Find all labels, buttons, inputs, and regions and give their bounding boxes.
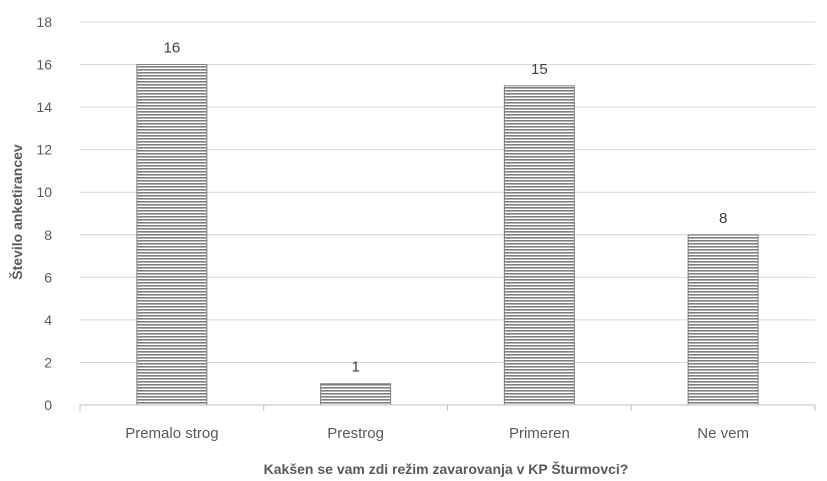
x-tick-label: Ne vem [697, 425, 749, 442]
data-label: 1 [351, 359, 359, 376]
bar [503, 85, 575, 406]
x-tick-label: Primeren [509, 425, 570, 442]
y-tick-label: 2 [44, 354, 52, 370]
y-tick-label: 14 [36, 99, 52, 115]
bar [136, 64, 208, 406]
x-axis: Premalo strog Prestrog Primeren Ne vem [79, 404, 816, 442]
bars [136, 64, 759, 406]
y-tick-label: 12 [36, 142, 52, 158]
y-axis-ticks: 0 2 4 6 8 10 12 14 16 18 [36, 14, 52, 413]
data-label: 15 [531, 61, 548, 78]
x-axis-title: Kakšen se vam zdi režim zavarovanja v KP… [264, 460, 629, 477]
y-axis-title: Število anketirancev [8, 144, 25, 280]
bar [320, 383, 392, 406]
data-labels: 16 1 15 8 [164, 40, 728, 376]
data-label: 8 [719, 210, 727, 227]
y-tick-label: 8 [44, 227, 52, 243]
y-tick-label: 18 [36, 14, 52, 30]
y-tick-label: 6 [44, 269, 52, 285]
y-tick-label: 10 [36, 184, 52, 200]
bar [687, 234, 759, 406]
x-tick-label: Premalo strog [125, 425, 218, 442]
y-tick-label: 16 [36, 57, 52, 73]
x-tick-label: Prestrog [327, 425, 384, 442]
y-tick-label: 4 [44, 312, 52, 328]
y-tick-label: 0 [44, 397, 52, 413]
data-label: 16 [164, 40, 181, 57]
